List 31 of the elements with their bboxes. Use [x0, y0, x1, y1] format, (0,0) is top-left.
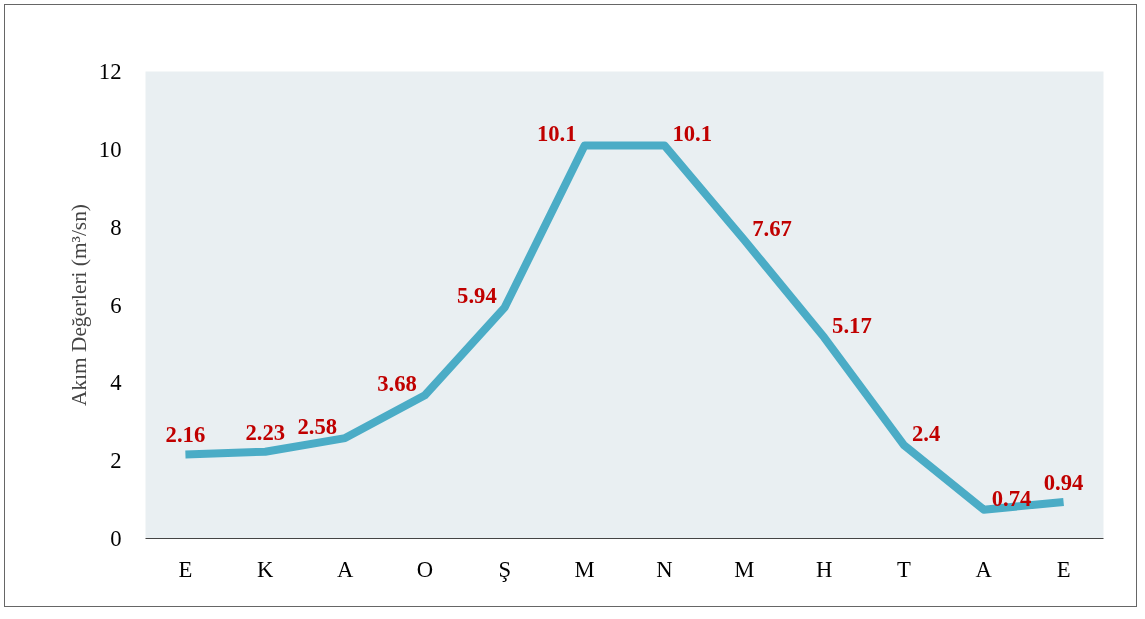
data-label: 0.94 — [1043, 469, 1084, 495]
data-label: 7.67 — [752, 216, 792, 242]
x-tick-label: K — [257, 556, 275, 582]
data-label: 2.16 — [165, 422, 206, 448]
x-tick-label: M — [734, 556, 755, 582]
data-label: 2.4 — [911, 421, 941, 447]
x-tick-label: E — [1056, 556, 1071, 582]
y-tick-label: 12 — [98, 59, 122, 84]
data-label: 3.68 — [377, 371, 417, 397]
y-tick-label: 10 — [98, 136, 122, 162]
data-label: 5.17 — [832, 313, 872, 339]
x-tick-label: N — [656, 556, 673, 582]
x-tick-label: M — [574, 556, 595, 582]
x-tick-label: H — [815, 556, 833, 582]
data-label: 10.1 — [672, 121, 713, 147]
x-tick-label: E — [178, 556, 193, 582]
data-label: 2.58 — [297, 414, 338, 440]
x-tick-label: Ş — [498, 556, 512, 582]
data-label: 2.23 — [245, 419, 286, 445]
x-tick-label: T — [897, 556, 911, 582]
y-tick-label: 0 — [110, 526, 122, 551]
y-tick-label: 6 — [110, 292, 122, 318]
y-tick-label: 2 — [110, 448, 122, 474]
data-label: 10.1 — [536, 121, 577, 147]
x-tick-label: A — [336, 556, 354, 582]
x-tick-label: O — [416, 556, 434, 582]
x-tick-label: A — [975, 556, 993, 582]
data-label: 5.94 — [457, 283, 497, 309]
y-tick-label: 4 — [110, 370, 122, 396]
y-axis-title: Akım Değerleri (m³/sn) — [66, 204, 91, 406]
y-tick-label: 8 — [110, 214, 122, 240]
